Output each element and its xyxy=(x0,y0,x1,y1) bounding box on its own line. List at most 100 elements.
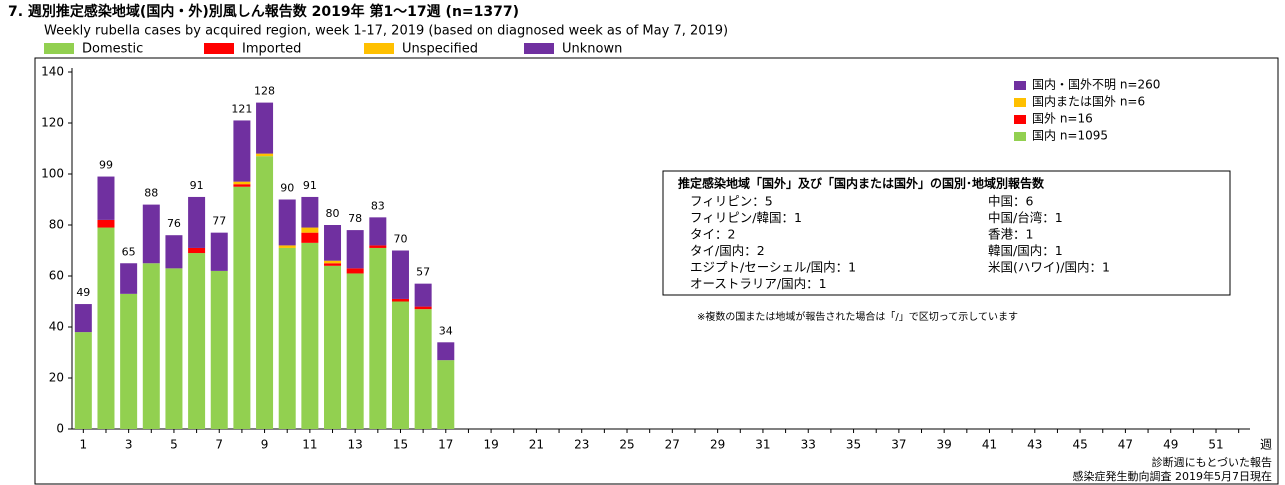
x-tick-label: 15 xyxy=(393,438,408,452)
total-label: 80 xyxy=(326,207,340,220)
y-tick-label: 20 xyxy=(49,371,64,385)
bar-segment xyxy=(142,204,160,264)
bar-segment xyxy=(301,232,319,243)
bar-segment xyxy=(301,227,319,233)
total-label: 88 xyxy=(144,187,158,200)
bar-segment xyxy=(324,260,342,264)
info-box-title: 推定感染地域「国外」及び「国内または国外」の国別･地域別報告数 xyxy=(678,176,1045,191)
x-tick-label: 9 xyxy=(261,438,269,452)
x-tick-label: 51 xyxy=(1208,438,1223,452)
bar-segment xyxy=(414,309,432,429)
bar-segment xyxy=(233,184,251,187)
bar-segment xyxy=(74,304,92,333)
bar-segment xyxy=(256,153,274,157)
x-tick-label: 41 xyxy=(982,438,997,452)
bar-segment xyxy=(165,235,183,269)
bar-segment xyxy=(278,199,296,246)
legend-label: Unknown xyxy=(562,42,622,57)
total-label: 83 xyxy=(371,199,385,212)
y-tick-label: 120 xyxy=(41,116,64,130)
x-tick-label: 43 xyxy=(1027,438,1042,452)
x-tick-label: 29 xyxy=(710,438,725,452)
bar-segment xyxy=(369,217,387,246)
inner-legend-label: 国内・国外不明 n=260 xyxy=(1032,78,1160,92)
x-tick-label: 25 xyxy=(619,438,634,452)
info-line: フィリピン：5 xyxy=(690,194,773,209)
x-tick-label: 49 xyxy=(1163,438,1178,452)
total-label: 57 xyxy=(416,266,430,279)
bar-segment xyxy=(346,273,364,429)
inner-legend-label: 国内 n=1095 xyxy=(1032,129,1108,143)
total-label: 91 xyxy=(303,179,317,192)
y-tick-label: 60 xyxy=(49,269,64,283)
x-tick-label: 27 xyxy=(665,438,680,452)
legend-swatch xyxy=(524,43,554,54)
x-tick-label: 31 xyxy=(755,438,770,452)
x-tick-label: 5 xyxy=(170,438,178,452)
x-tick-label: 7 xyxy=(215,438,223,452)
y-tick-label: 80 xyxy=(49,218,64,232)
info-line: 米国(ハワイ)/国内：1 xyxy=(988,260,1110,275)
total-label: 77 xyxy=(212,215,226,228)
x-tick-label: 13 xyxy=(348,438,363,452)
info-line: タイ：2 xyxy=(690,227,735,242)
total-label: 65 xyxy=(122,245,136,258)
bar-segment xyxy=(142,263,160,429)
bar-segment xyxy=(301,242,319,429)
legend-label: Unspecified xyxy=(402,42,478,57)
y-tick-label: 40 xyxy=(49,320,64,334)
info-line: オーストラリア/国内：1 xyxy=(690,276,827,291)
x-tick-label: 21 xyxy=(529,438,544,452)
x-tick-label: 1 xyxy=(80,438,88,452)
bar-segment xyxy=(301,196,319,228)
bar-segment xyxy=(210,270,228,429)
x-tick-label: 3 xyxy=(125,438,133,452)
total-label: 70 xyxy=(393,233,407,246)
x-tick-label: 19 xyxy=(483,438,498,452)
bar-segment xyxy=(278,247,296,429)
x-unit-label: 週 xyxy=(1260,438,1272,452)
y-tick-label: 140 xyxy=(41,65,64,79)
bar-segment xyxy=(210,232,228,271)
total-label: 90 xyxy=(280,182,294,195)
bar-segment xyxy=(437,360,455,429)
total-label: 121 xyxy=(231,102,252,115)
bar-segment xyxy=(414,306,432,310)
bar-segment xyxy=(324,225,342,261)
bar-segment xyxy=(369,247,387,429)
info-line: 香港：1 xyxy=(988,227,1033,242)
bar-segment xyxy=(74,332,92,429)
source: 感染症発生動向調査 2019年5月7日現在 xyxy=(1073,469,1273,483)
bar-segment xyxy=(188,196,206,248)
bar-segment xyxy=(256,156,274,429)
bar-segment xyxy=(346,230,364,269)
bar-segment xyxy=(233,120,251,182)
bar-segment xyxy=(97,176,115,220)
chart-subtitle: Weekly rubella cases by acquired region,… xyxy=(44,24,728,39)
bar-segment xyxy=(233,181,251,185)
chart-title: 7. 週別推定感染地域(国内・外)別風しん報告数 2019年 第1～17週 (n… xyxy=(8,3,519,20)
bar-segment xyxy=(97,219,115,228)
legend-swatch xyxy=(364,43,394,54)
total-label: 34 xyxy=(439,324,453,337)
bar-segment xyxy=(188,247,206,254)
total-label: 76 xyxy=(167,217,181,230)
info-line: 中国：6 xyxy=(988,194,1034,209)
info-line: フィリピン/韓国：1 xyxy=(690,210,802,225)
inner-legend-swatch xyxy=(1014,115,1026,124)
bar-segment xyxy=(391,298,409,302)
info-line: タイ/国内：2 xyxy=(690,243,765,258)
inner-legend-swatch xyxy=(1014,98,1026,107)
bar-segment xyxy=(324,265,342,429)
bar-segment xyxy=(414,283,432,307)
x-tick-label: 47 xyxy=(1118,438,1133,452)
bar-segment xyxy=(233,186,251,429)
info-box xyxy=(662,170,1231,296)
bar-segment xyxy=(120,293,138,429)
source: 診断週にもとづいた報告 xyxy=(1152,455,1272,469)
legend-label: Domestic xyxy=(82,42,143,57)
bar-segment xyxy=(391,301,409,429)
bar-segment xyxy=(120,263,138,294)
bar-segment xyxy=(391,250,409,299)
